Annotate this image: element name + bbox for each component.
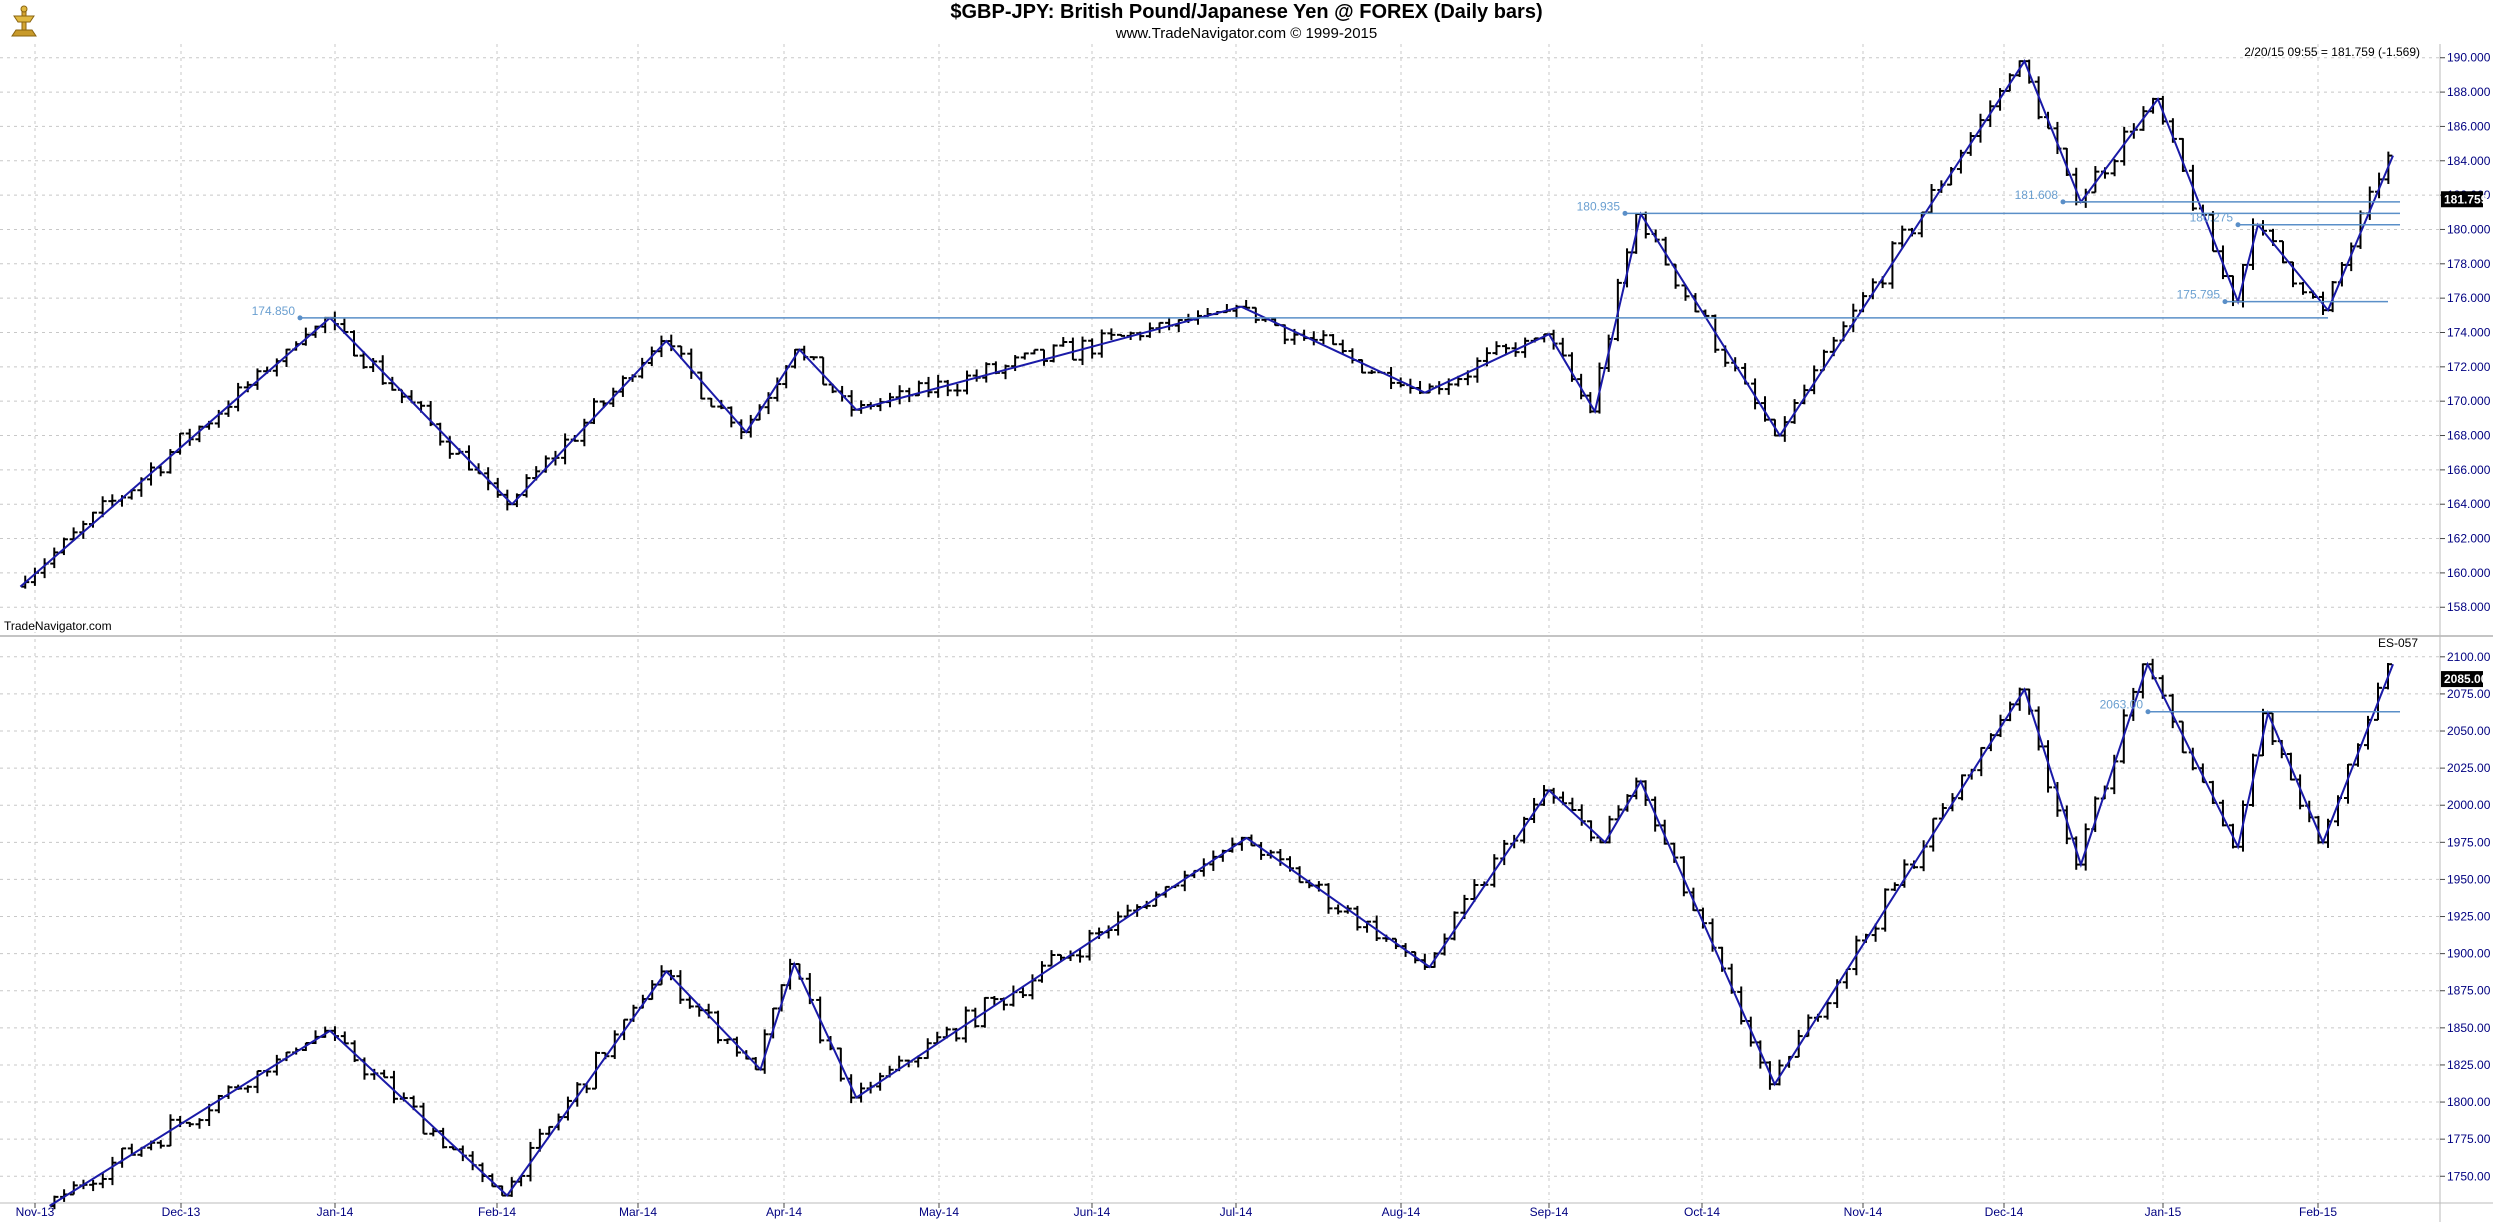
level-anchor-dot <box>2235 222 2241 228</box>
price-axis-label: 176.000 <box>2447 291 2491 305</box>
level-label: 2063.00 <box>2100 698 2144 712</box>
chart-header: $GBP-JPY: British Pound/Japanese Yen @ F… <box>0 0 2493 44</box>
chart-title: $GBP-JPY: British Pound/Japanese Yen @ F… <box>950 1 1543 23</box>
last-price-box <box>2441 191 2483 208</box>
price-axis-label: 166.000 <box>2447 463 2491 477</box>
price-axis-label: 1925.00 <box>2447 910 2491 924</box>
price-axis-label: 180.000 <box>2447 222 2491 236</box>
price-axis-label: 2025.00 <box>2447 761 2491 775</box>
price-axis-label: 190.000 <box>2447 51 2491 65</box>
level-label: 181.608 <box>2015 188 2059 202</box>
last-price-label: 181.759 <box>2444 192 2488 206</box>
date-axis-label: Apr-14 <box>766 1205 802 1219</box>
price-axis-label: 1775.00 <box>2447 1132 2491 1146</box>
date-axis-label: Mar-14 <box>619 1205 657 1219</box>
level-label: 175.795 <box>2177 288 2221 302</box>
trade-navigator-logo-icon <box>4 2 44 42</box>
price-axis-label: 164.000 <box>2447 497 2491 511</box>
date-axis-label: Aug-14 <box>1382 1205 1421 1219</box>
price-axis-label: 174.000 <box>2447 325 2491 339</box>
watermark-label: TradeNavigator.com <box>4 619 112 633</box>
price-axis-label: 2000.00 <box>2447 798 2491 812</box>
date-axis-label: Nov-13 <box>16 1205 55 1219</box>
level-anchor-dot <box>297 315 303 321</box>
price-axis-label: 172.000 <box>2447 360 2491 374</box>
price-axis-label: 170.000 <box>2447 394 2491 408</box>
date-axis-label: May-14 <box>919 1205 959 1219</box>
level-anchor-dot <box>2222 299 2228 305</box>
price-axis-label: 1800.00 <box>2447 1095 2491 1109</box>
pane-2: 1750.00 1775.00 1800.00 1825.00 1850.00 1875.… <box>0 636 2491 1210</box>
chart-subtitle: www.TradeNavigator.com © 1999-2015 <box>1115 25 1378 42</box>
date-axis-label: Feb-14 <box>478 1205 516 1219</box>
price-axis-label: 2075.00 <box>2447 687 2491 701</box>
date-axis-label: Jan-15 <box>2145 1205 2182 1219</box>
price-axis-label: 188.000 <box>2447 85 2491 99</box>
date-axis-label: Feb-15 <box>2299 1205 2337 1219</box>
series-name-label: ES-057 <box>2378 636 2418 650</box>
date-axis-label: Jun-14 <box>1074 1205 1111 1219</box>
price-axis-label: 2100.00 <box>2447 650 2491 664</box>
date-axis-label: Jan-14 <box>317 1205 354 1219</box>
price-readout: 2/20/15 09:55 = 181.759 (-1.569) <box>2244 45 2420 59</box>
level-label: 180.275 <box>2190 211 2234 225</box>
level-label: 180.935 <box>1577 199 1621 213</box>
date-axis-label: Dec-14 <box>1985 1205 2024 1219</box>
price-axis-label: 2050.00 <box>2447 724 2491 738</box>
last-price-box <box>2441 671 2483 688</box>
level-anchor-dot <box>1622 210 1628 216</box>
price-axis-label: 1900.00 <box>2447 947 2491 961</box>
date-axis-label: Oct-14 <box>1684 1205 1720 1219</box>
price-axis-label: 158.000 <box>2447 600 2491 614</box>
price-axis-label: 178.000 <box>2447 257 2491 271</box>
level-label: 174.850 <box>252 304 296 318</box>
last-price-label: 2085.00 <box>2444 672 2488 686</box>
zigzag-line <box>19 59 2394 588</box>
date-axis-label: Nov-14 <box>1844 1205 1883 1219</box>
price-axis-label: 186.000 <box>2447 119 2491 133</box>
pane-1: 158.000 160.000 162.000 164.000 166.000 168.0… <box>0 44 2491 633</box>
price-axis-label: 168.000 <box>2447 429 2491 443</box>
date-axis-label: Sep-14 <box>1530 1205 1569 1219</box>
date-axis-label: Jul-14 <box>1220 1205 1253 1219</box>
price-axis-label: 1975.00 <box>2447 835 2491 849</box>
level-anchor-dot <box>2060 199 2066 205</box>
price-axis-label: 1850.00 <box>2447 1021 2491 1035</box>
level-anchor-dot <box>2145 709 2151 715</box>
price-axis-label: 160.000 <box>2447 566 2491 580</box>
date-axis-label: Dec-13 <box>162 1205 201 1219</box>
price-axis-label: 1875.00 <box>2447 984 2491 998</box>
price-axis-label: 184.000 <box>2447 154 2491 168</box>
price-axis-label: 1825.00 <box>2447 1058 2491 1072</box>
price-axis-label: 1750.00 <box>2447 1169 2491 1183</box>
price-axis-label: 162.000 <box>2447 532 2491 546</box>
zigzag-line <box>49 661 2394 1207</box>
price-axis-label: 1950.00 <box>2447 872 2491 886</box>
